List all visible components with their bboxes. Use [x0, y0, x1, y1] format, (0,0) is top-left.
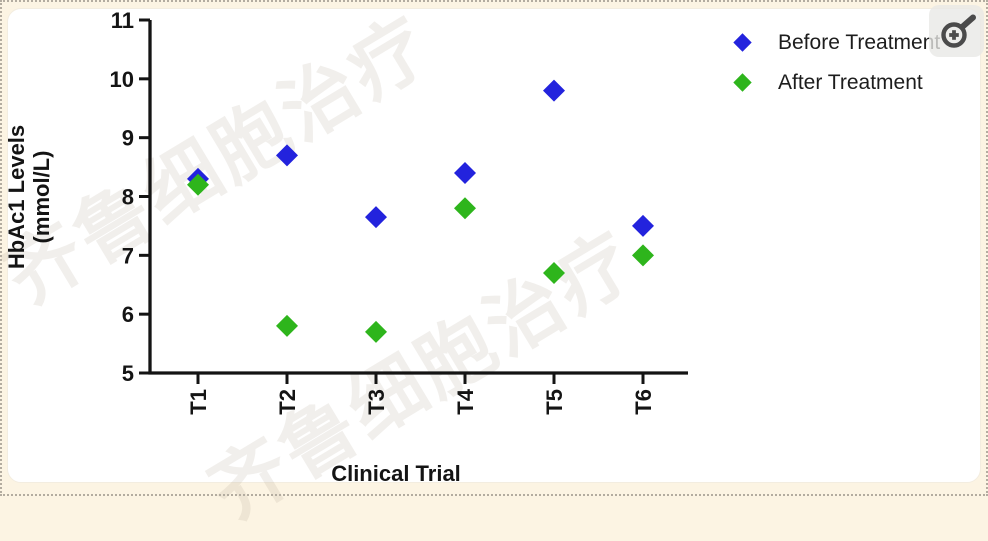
chart-card [7, 8, 981, 483]
data-point-after-treatment [543, 261, 565, 284]
data-point-after-treatment [454, 197, 476, 220]
y-axis-title-line: (mmol/L) [29, 151, 54, 244]
data-point-after-treatment [187, 173, 209, 196]
legend: Before Treatment After Treatment [726, 22, 940, 102]
data-point-after-treatment [365, 320, 387, 343]
y-tick-label: 9 [122, 126, 134, 151]
data-point-after-treatment [276, 314, 298, 337]
y-tick-label: 7 [122, 243, 134, 268]
scatter-chart: 5 6 7 8 9 10 11 T1 T2 T3 T4 T5 T6 Clinical Trial HbAc1… [4, 8, 688, 486]
y-tick-label: 11 [111, 8, 134, 33]
data-point-before-treatment [543, 79, 565, 102]
data-point-before-treatment [632, 214, 654, 237]
zoom-button[interactable] [929, 5, 984, 57]
legend-label: Before Treatment [778, 30, 941, 54]
data-point-after-treatment [632, 244, 654, 267]
x-category-label: T1 [186, 389, 211, 415]
legend-item: Before Treatment [726, 22, 940, 62]
legend-marker-diamond [733, 32, 752, 52]
legend-marker-diamond [733, 72, 752, 92]
x-category-label: T4 [453, 388, 478, 414]
y-tick-label: 5 [122, 361, 134, 386]
y-axis-title-line: HbAc1 Levels [4, 125, 29, 269]
x-category-label: T5 [542, 389, 567, 415]
x-category-label: T3 [364, 389, 389, 415]
x-axis-title: Clinical Trial [331, 461, 461, 486]
y-tick-label: 10 [110, 67, 134, 92]
y-tick-label: 8 [122, 184, 134, 209]
legend-label: After Treatment [778, 70, 923, 94]
data-point-before-treatment [276, 144, 298, 167]
legend-item: After Treatment [726, 62, 940, 102]
data-point-before-treatment [454, 161, 476, 184]
x-category-label: T6 [631, 389, 656, 415]
magnifier-plus-icon [940, 14, 976, 48]
y-tick-label: 6 [122, 302, 134, 327]
data-point-before-treatment [365, 206, 387, 229]
axis-spine [148, 20, 688, 375]
x-category-label: T2 [275, 389, 300, 415]
